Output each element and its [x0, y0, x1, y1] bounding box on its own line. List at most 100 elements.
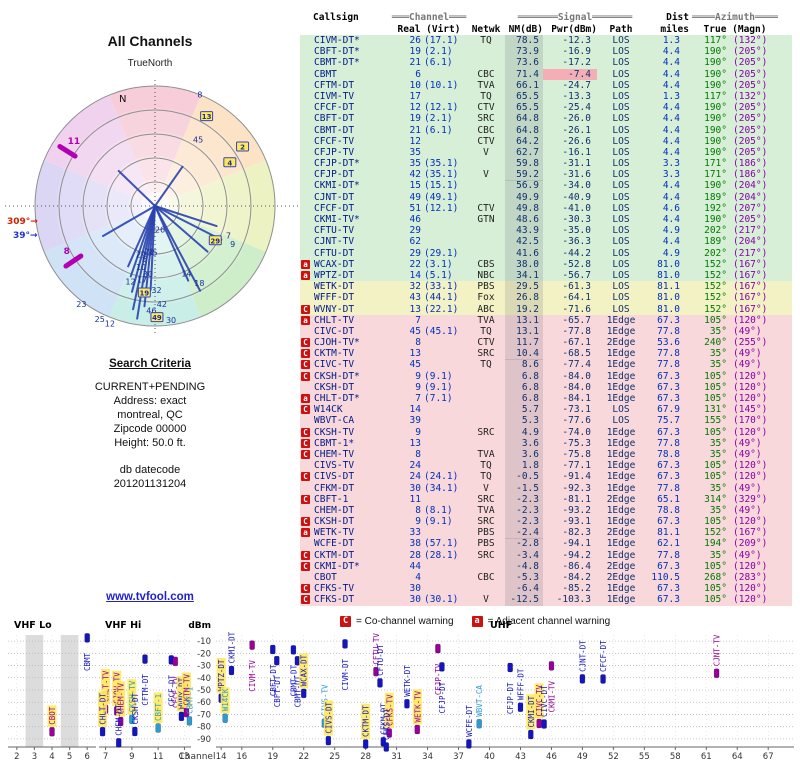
warning-cell: [300, 113, 313, 124]
cell-azimuth-true: 152°: [704, 303, 727, 315]
cell-channel-real: 9: [415, 381, 421, 393]
spectrum-station-marker: WFFF-DT: [516, 668, 525, 712]
svg-text:61: 61: [701, 752, 712, 762]
cell-network: TVA: [477, 79, 495, 91]
cell-noise-margin: 64.8: [505, 113, 543, 124]
table-row: CBOT 4 CBC -5.3 -84.2 2Edge 110.5 268° (283°): [300, 572, 792, 584]
table-row: CBMT 6 CBC 71.4 -7.4 LOS 4.4 190° (205°): [300, 68, 792, 80]
svg-text:58: 58: [670, 752, 681, 762]
cell-channel-real: 39: [409, 415, 421, 427]
cell-signal-path: LOS: [612, 135, 630, 147]
cell-azimuth-magnetic: (49°): [733, 504, 762, 516]
cell-distance-miles: 4.9: [662, 225, 680, 237]
svg-text:CBMT-1: CBMT-1: [185, 687, 194, 714]
svg-text:2: 2: [14, 752, 19, 762]
cell-callsign: CIVS-DT: [314, 471, 355, 483]
cell-azimuth-magnetic: (120°): [733, 594, 768, 606]
cell-azimuth-magnetic: (283°): [733, 572, 768, 583]
cell-noise-margin: -2.8: [505, 538, 543, 549]
cell-network: V: [483, 482, 489, 494]
table-row: a WETK-TV 33 PBS -2.4 -82.3 2Edge 81.1 152° (167°…: [300, 527, 792, 539]
cell-signal-power: -65.7: [562, 314, 591, 326]
channel-number-label: 26: [155, 225, 165, 234]
cell-signal-path: 1Edge: [606, 348, 636, 360]
warning-cell: [300, 292, 313, 303]
criteria-line: CURRENT+PENDING: [94, 381, 206, 393]
adjacent-channel-warning-icon: a: [301, 315, 310, 325]
cell-azimuth-true: 190°: [704, 46, 727, 58]
table-row: CKMI-TV* 46 GTN 48.6 -30.3 LOS 4.4 190° (205°): [300, 214, 792, 226]
cell-channel-real: 44: [409, 560, 421, 572]
cell-noise-margin: 11.7: [505, 337, 543, 348]
cell-channel-real: 21: [409, 57, 421, 69]
table-row: C CBFT-1 11 SRC -2.3 -81.1 2Edge 65.1 314° (329°): [300, 493, 792, 505]
svg-text:13: 13: [202, 113, 212, 121]
header-callsign: Callsign: [313, 12, 359, 23]
cell-signal-power: -44.2: [562, 247, 591, 259]
cell-azimuth-true: 35°: [709, 437, 727, 449]
cell-noise-margin: 59.2: [505, 169, 543, 180]
cell-azimuth-true: 35°: [709, 348, 727, 360]
svg-text:CFKS-DT: CFKS-DT: [382, 708, 391, 740]
cell-channel-virtual: (2.1): [424, 113, 453, 125]
header-miles: miles: [660, 23, 689, 35]
svg-text:-90: -90: [197, 735, 211, 745]
cell-azimuth-magnetic: (186°): [733, 169, 768, 181]
cell-azimuth-true: 190°: [704, 113, 727, 125]
svg-text:55: 55: [639, 752, 650, 762]
cell-azimuth-true: 152°: [704, 292, 727, 304]
spectrum-station-marker: CIVC-DT: [540, 685, 549, 729]
co-channel-warning-icon: C: [301, 561, 310, 571]
cell-distance-miles: 4.4: [662, 191, 680, 203]
cell-network: [467, 225, 505, 236]
cell-azimuth-magnetic: (120°): [733, 516, 768, 528]
cell-channel-virtual: (6.1): [424, 57, 453, 69]
cell-distance-miles: 53.6: [657, 337, 680, 349]
cell-distance-miles: 67.3: [657, 516, 680, 528]
tvfool-link[interactable]: www.tvfool.com: [106, 591, 194, 603]
cell-channel-virtual: [421, 214, 467, 225]
warning-cell: a: [300, 393, 313, 404]
cell-noise-margin: -4.8: [505, 561, 543, 572]
channel-number-label: 30: [143, 270, 153, 279]
spectrum-station-marker: WBVT-CA: [475, 685, 484, 729]
cell-channel-real: 8: [415, 504, 421, 516]
cell-azimuth-true: 171°: [704, 169, 727, 181]
cell-callsign: CBFT-DT*: [314, 46, 360, 58]
spectrum-station-marker: CFCF-TV: [171, 656, 180, 708]
cell-noise-margin: 66.1: [505, 80, 543, 91]
channel-marker: 13: [200, 111, 214, 122]
adjacent-channel-warning-icon: a: [471, 616, 483, 627]
warning-cell: a: [300, 259, 313, 270]
cell-signal-path: LOS: [612, 90, 630, 102]
cell-channel-real: 49: [409, 191, 421, 203]
cell-channel-real: 9: [415, 516, 421, 528]
cell-distance-miles: 81.0: [657, 269, 680, 281]
spectrum-station-marker: CFCF-DT: [599, 640, 608, 684]
cell-distance-miles: 1.3: [662, 35, 680, 46]
svg-text:CHEM-TV: CHEM-TV: [117, 682, 126, 714]
table-row: C CIVS-DT 24 (24.1) TQ -0.5 -91.4 1Edge 67.3 105°…: [300, 471, 792, 483]
svg-text:WBVT-CA: WBVT-CA: [475, 685, 484, 717]
cell-signal-power: -25.4: [562, 102, 591, 114]
table-row: C CFKS-DT 30 (30.1) V -12.5 -103.3 1Edge 67.3 105…: [300, 594, 792, 606]
cell-noise-margin: 62.7: [505, 147, 543, 158]
channel-number-label: 42: [157, 300, 167, 309]
cell-signal-power: -81.1: [562, 493, 591, 505]
svg-text:52: 52: [608, 752, 619, 762]
cell-signal-path: 1Edge: [606, 482, 636, 494]
warning-cell: a: [300, 527, 313, 538]
cell-network: [467, 438, 505, 449]
svg-text:49: 49: [152, 314, 162, 322]
cell-noise-margin: 5.3: [505, 415, 543, 426]
cell-distance-miles: 110.5: [651, 572, 680, 583]
cell-channel-real: 21: [409, 124, 421, 136]
table-row: CFCF-DT 51 (12.1) CTV 49.8 -41.0 LOS 4.6 192° (20…: [300, 202, 792, 214]
warning-cell: C: [300, 348, 313, 359]
svg-text:34: 34: [422, 752, 433, 762]
channel-number-label: 12: [125, 277, 135, 286]
cell-channel-real: 13: [409, 348, 421, 360]
warning-cell: [300, 69, 313, 80]
